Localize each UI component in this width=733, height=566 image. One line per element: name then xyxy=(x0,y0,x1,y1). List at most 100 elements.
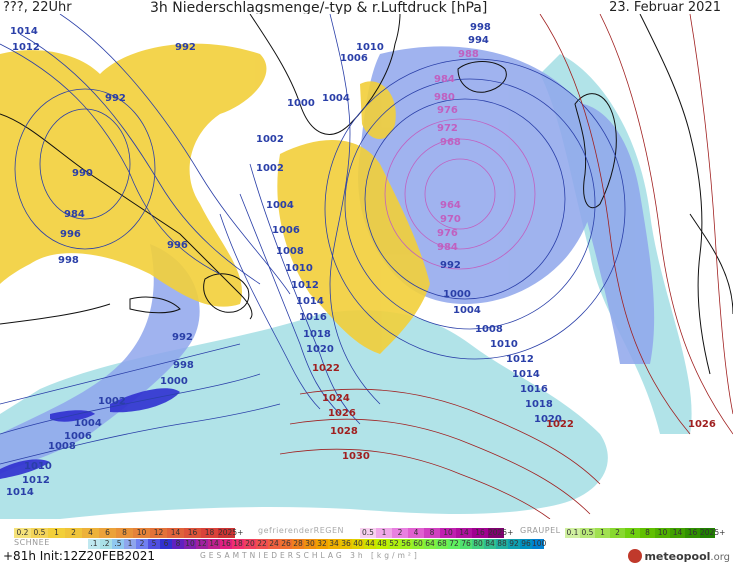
legend-swatch: 18 xyxy=(232,539,244,549)
coastlines xyxy=(0,14,733,375)
graupel-legend: 0.1 0.5 1 2 4 8 10 14 16 2025+ xyxy=(565,528,726,538)
legend-swatch: 12 xyxy=(196,539,208,549)
legend-swatch: 36 xyxy=(340,539,352,549)
legend-swatch: 14 xyxy=(456,528,472,538)
legend-swatch: 2 xyxy=(610,528,625,538)
isobar-label: 1016 xyxy=(520,384,548,395)
legend-swatch: 8 xyxy=(424,528,440,538)
isobar-label: 1010 xyxy=(285,263,313,274)
legend-swatch: 52 xyxy=(388,539,400,549)
isobar-label: 1022 xyxy=(546,419,574,430)
legend-swatch: 44 xyxy=(364,539,376,549)
legend-swatch: 6 xyxy=(99,528,116,538)
isobar-label: 1000 xyxy=(443,289,471,300)
legend-swatch: 24 xyxy=(268,539,280,549)
model-run-info: +81h Init:12Z20FEB2021 xyxy=(3,549,155,563)
isobar-label: 994 xyxy=(468,35,489,46)
isobar-label: 1006 xyxy=(272,225,300,236)
legend-swatch: 26 xyxy=(280,539,292,549)
greenland-coast xyxy=(249,14,401,135)
legend-swatch: 72 xyxy=(448,539,460,549)
isobar-label: 1002 xyxy=(256,163,284,174)
isobar-label: 1030 xyxy=(342,451,370,462)
isobar-label: 984 xyxy=(437,242,458,253)
isobar-label: 964 xyxy=(440,200,461,211)
legend-swatch: 8 xyxy=(116,528,133,538)
legend-swatch: 2025+ xyxy=(218,528,244,538)
legend-swatch: 1 xyxy=(124,539,136,549)
legend-swatch: 80 xyxy=(472,539,484,549)
map-date: 23. Februar 2021 xyxy=(609,0,721,15)
isobar-label: 992 xyxy=(172,332,193,343)
isobar-label: 1018 xyxy=(303,329,331,340)
legend-swatch: 84 xyxy=(484,539,496,549)
isobar-label: 1024 xyxy=(322,393,350,404)
legend-swatch: 1 xyxy=(48,528,65,538)
isobar-label: 1008 xyxy=(276,246,304,257)
legend-swatch: 1 xyxy=(376,528,392,538)
legend-swatch: 16 xyxy=(685,528,700,538)
legend-swatch: 2025+ xyxy=(700,528,726,538)
legend-swatch: 2025+ xyxy=(488,528,514,538)
legend-swatch: 0.1 xyxy=(565,528,580,538)
isobar-label: 1026 xyxy=(688,419,716,430)
isobar-label: 1004 xyxy=(266,200,294,211)
legend-swatch: .5 xyxy=(112,539,124,549)
isobar-label: 980 xyxy=(434,92,455,103)
legend-swatch: 8 xyxy=(172,539,184,549)
legend-swatch: 48 xyxy=(376,539,388,549)
freezing-rain-legend-title: gefrierenderREGEN xyxy=(258,526,344,535)
isobar-label: 976 xyxy=(437,228,458,239)
isobar-label: 1004 xyxy=(74,418,102,429)
isobar-label: 1022 xyxy=(312,363,340,374)
isobar-label: 1004 xyxy=(322,93,350,104)
legend-swatch: 10 xyxy=(133,528,150,538)
isobar-label: 992 xyxy=(105,93,126,104)
legend-swatch: 5 xyxy=(148,539,160,549)
legend-swatch: 1 xyxy=(595,528,610,538)
legend-swatch: 16 xyxy=(220,539,232,549)
isobar-label: 992 xyxy=(175,42,196,53)
legend-swatch: 64 xyxy=(424,539,436,549)
isobar-label: 996 xyxy=(167,240,188,251)
legend-swatch: 0.5 xyxy=(360,528,376,538)
isobar-label: 1014 xyxy=(512,369,540,380)
legend-swatch: 2 xyxy=(392,528,408,538)
isobar-curves xyxy=(0,14,733,519)
legend-swatch: 22 xyxy=(256,539,268,549)
isobar-label: 998 xyxy=(470,22,491,33)
isobar-label: 1010 xyxy=(24,461,52,472)
meteopool-logo[interactable]: meteopool.org xyxy=(628,549,730,564)
snow-legend-title: SCHNEE xyxy=(14,538,50,547)
meteopool-logo-icon xyxy=(628,549,643,563)
legend-swatch: 100 xyxy=(532,539,547,549)
legend-swatch: 96 xyxy=(520,539,532,549)
isobar-label: 1008 xyxy=(475,324,503,335)
nova-scotia-coast xyxy=(129,296,181,314)
legend-swatch: 14 xyxy=(167,528,184,538)
isobar-label: 972 xyxy=(437,123,458,134)
legend-swatch: 30 xyxy=(304,539,316,549)
isobar-label: 968 xyxy=(440,137,461,148)
isobar-label: 1016 xyxy=(299,312,327,323)
isobar-label: 1026 xyxy=(328,408,356,419)
isobar-label: 1006 xyxy=(64,431,92,442)
total-precip-legend-title: GESAMTNIEDERSCHLAG 3h [kg/m²] xyxy=(200,551,420,560)
legend-swatch: 14 xyxy=(208,539,220,549)
legend-swatch: 8 xyxy=(640,528,655,538)
legend-swatch: 76 xyxy=(460,539,472,549)
isobar-label: 1008 xyxy=(48,441,76,452)
precip-snow xyxy=(0,43,430,354)
legend-swatch: 4 xyxy=(625,528,640,538)
isobar-label: 1012 xyxy=(12,42,40,53)
graupel-legend-title: GRAUPEL xyxy=(520,526,561,535)
isobar-label: 1002 xyxy=(98,396,126,407)
isobar-label: 990 xyxy=(72,168,93,179)
legend-swatch: 16 xyxy=(472,528,488,538)
isobar-label: 984 xyxy=(434,74,455,85)
brand-name: meteopool xyxy=(644,550,711,563)
legend-swatch: 0.2 xyxy=(14,528,31,538)
